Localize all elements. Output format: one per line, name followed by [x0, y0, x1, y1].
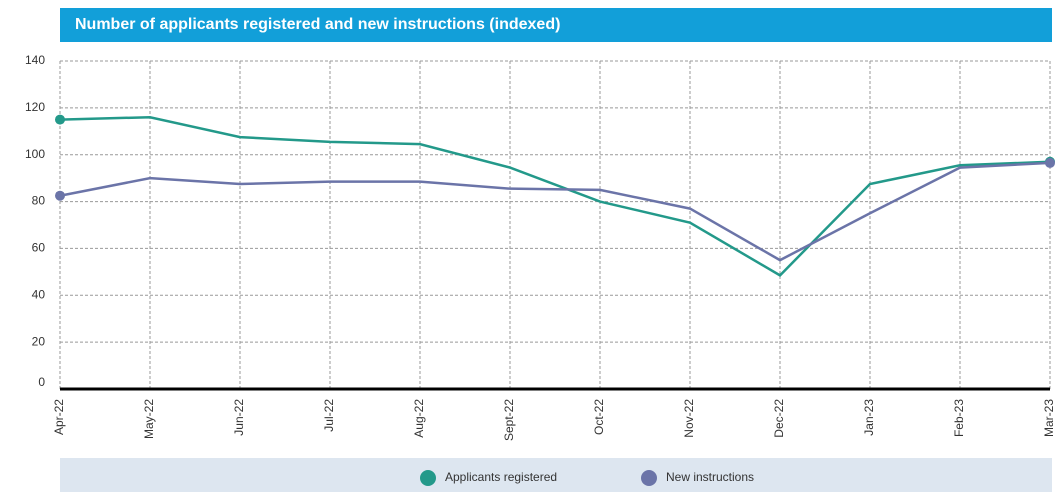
y-tick-label: 0 — [38, 375, 45, 389]
legend-box — [60, 458, 1052, 492]
legend-marker — [420, 470, 436, 486]
line — [59, 161, 1051, 262]
marker — [55, 114, 65, 125]
y-tick-label: 60 — [32, 241, 46, 255]
x-tick-label: Aug-22 — [412, 399, 426, 438]
chart-title: Number of applicants registered and new … — [75, 16, 560, 33]
x-tick-label: Sept-22 — [502, 399, 516, 441]
line — [59, 115, 1051, 277]
marker — [1045, 157, 1055, 168]
x-tick-label: Jan-23 — [862, 399, 876, 436]
y-tick-label: 40 — [32, 287, 46, 301]
legend-label: New instructions — [666, 470, 754, 484]
x-tick-label: Jun-22 — [232, 399, 246, 436]
legend-marker — [641, 470, 657, 486]
y-tick-label: 140 — [25, 53, 45, 67]
marker — [55, 190, 65, 201]
y-tick-label: 80 — [32, 194, 46, 208]
x-tick-label: Apr-22 — [52, 399, 66, 435]
x-tick-label: Oct-22 — [592, 399, 606, 435]
x-tick-label: Jul-22 — [322, 399, 336, 432]
y-tick-label: 100 — [25, 147, 45, 161]
legend-label: Applicants registered — [445, 470, 557, 484]
x-tick-label: Mar-23 — [1042, 399, 1056, 437]
y-tick-label: 20 — [32, 334, 46, 348]
x-tick-label: Feb-23 — [952, 399, 966, 437]
x-tick-label: May-22 — [142, 399, 156, 439]
y-tick-label: 120 — [25, 100, 45, 114]
x-tick-label: Dec-22 — [772, 399, 786, 438]
title-bar — [60, 8, 1052, 42]
x-tick-label: Nov-22 — [682, 399, 696, 438]
